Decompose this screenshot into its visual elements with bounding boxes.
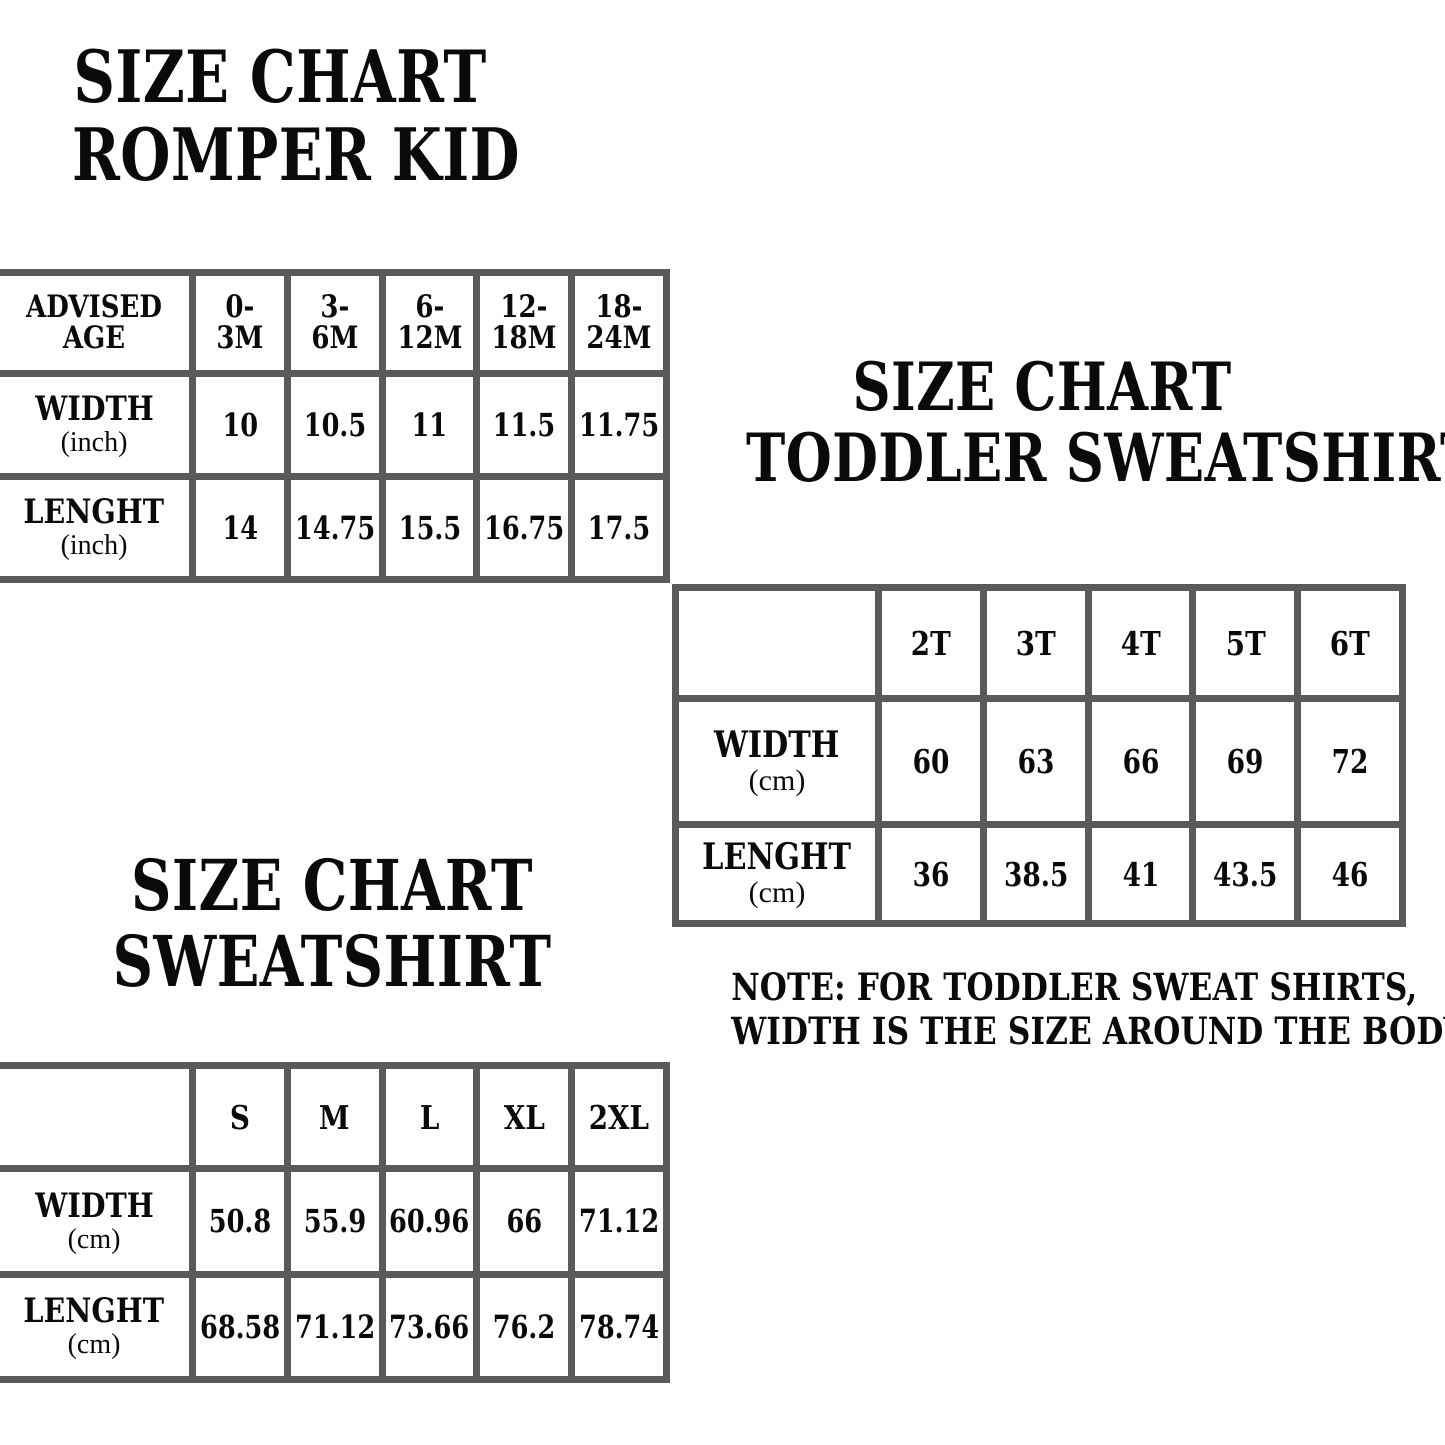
romper-size-table: ADVISED AGE 0-3M 3-6M 6-12M 12-18M 18-24… (0, 269, 670, 583)
romper-col-header-1: 3-6M (290, 276, 379, 370)
sweatshirt-lenght-2: 73.66 (385, 1277, 474, 1376)
romper-lenght-0: 14 (196, 480, 284, 576)
toddler-row-header-lenght: LENGHT (cm) (679, 828, 875, 920)
toddler-title-line1: SIZE CHART (852, 348, 1232, 426)
sweatshirt-title-line1: SIZE CHART (131, 844, 533, 927)
sweatshirt-col-header-4: 2XL (575, 1069, 663, 1165)
toddler-width-0: 60 (882, 702, 980, 821)
toddler-lenght-1: 38.5 (986, 828, 1085, 920)
toddler-lenght-0: 36 (882, 828, 980, 920)
romper-width-0: 10 (196, 377, 284, 473)
romper-title: SIZE CHART ROMPER KID (20, 38, 540, 194)
toddler-col-header-1: 3T (986, 591, 1085, 695)
toddler-width-1: 63 (986, 702, 1085, 821)
romper-width-3: 11.5 (480, 377, 569, 473)
romper-col-header-3: 12-18M (480, 276, 569, 370)
toddler-title-line2: TODDLER SWEATSHIRT (746, 419, 1445, 498)
toddler-corner-header (679, 591, 875, 695)
sweatshirt-width-4: 71.12 (575, 1172, 663, 1271)
romper-width-1: 10.5 (290, 377, 379, 473)
romper-lenght-2: 15.5 (385, 480, 474, 576)
romper-title-line1: SIZE CHART (73, 34, 487, 119)
romper-width-4: 11.75 (575, 377, 663, 473)
sweatshirt-col-header-0: S (196, 1069, 284, 1165)
romper-row-header-lenght: LENGHT (inch) (0, 480, 189, 576)
sweatshirt-width-3: 66 (480, 1172, 569, 1271)
romper-lenght-4: 17.5 (575, 480, 663, 576)
romper-lenght-1: 14.75 (290, 480, 379, 576)
sweatshirt-col-header-1: M (290, 1069, 379, 1165)
toddler-col-header-2: 4T (1091, 591, 1190, 695)
sweatshirt-width-2: 60.96 (385, 1172, 474, 1271)
toddler-lenght-4: 46 (1301, 828, 1399, 920)
sweatshirt-size-table: S M L XL 2XL WIDTH (cm) 50.8 55.9 60.96 … (0, 1062, 670, 1383)
romper-lenght-3: 16.75 (480, 480, 569, 576)
romper-col-header-4: 18-24M (575, 276, 663, 370)
sweatshirt-lenght-3: 76.2 (480, 1277, 569, 1376)
toddler-col-header-0: 2T (882, 591, 980, 695)
toddler-row-header-width: WIDTH (cm) (679, 702, 875, 821)
toddler-lenght-3: 43.5 (1196, 828, 1295, 920)
sweatshirt-col-header-2: L (385, 1069, 474, 1165)
toddler-width-3: 69 (1196, 702, 1295, 821)
romper-col-header-0: 0-3M (196, 276, 284, 370)
sweatshirt-row-header-lenght: LENGHT (cm) (0, 1277, 189, 1376)
toddler-col-header-4: 6T (1301, 591, 1399, 695)
sweatshirt-lenght-4: 78.74 (575, 1277, 663, 1376)
romper-corner-header: ADVISED AGE (0, 276, 189, 370)
sweatshirt-width-0: 50.8 (196, 1172, 284, 1271)
toddler-lenght-2: 41 (1091, 828, 1190, 920)
romper-width-2: 11 (385, 377, 474, 473)
toddler-width-4: 72 (1301, 702, 1399, 821)
toddler-note-line2: WIDTH IS THE SIZE AROUND THE BODY. (731, 1008, 1445, 1053)
toddler-size-table: 2T 3T 4T 5T 6T WIDTH (cm) 60 63 66 69 (672, 584, 1406, 927)
sweatshirt-col-header-3: XL (480, 1069, 569, 1165)
sweatshirt-row-header-width: WIDTH (cm) (0, 1172, 189, 1271)
sweatshirt-corner-header (0, 1069, 189, 1165)
sweatshirt-title: SIZE CHART SWEATSHIRT (0, 848, 664, 999)
toddler-width-2: 66 (1091, 702, 1190, 821)
sweatshirt-width-1: 55.9 (290, 1172, 379, 1271)
toddler-note-line1: NOTE: FOR TODDLER SWEAT SHIRTS, (731, 965, 1418, 1009)
romper-row-header-width: WIDTH (inch) (0, 377, 189, 473)
toddler-title: SIZE CHART TODDLER SWEATSHIRT (672, 348, 1445, 498)
romper-col-header-2: 6-12M (385, 276, 474, 370)
sweatshirt-lenght-1: 71.12 (290, 1277, 379, 1376)
sweatshirt-title-line2: SWEATSHIRT (112, 919, 552, 1003)
toddler-note: NOTE: FOR TODDLER SWEAT SHIRTS, WIDTH IS… (672, 965, 1445, 1053)
toddler-col-header-3: 5T (1196, 591, 1295, 695)
sweatshirt-lenght-0: 68.58 (196, 1277, 284, 1376)
romper-title-line2: ROMPER KID (72, 111, 520, 197)
